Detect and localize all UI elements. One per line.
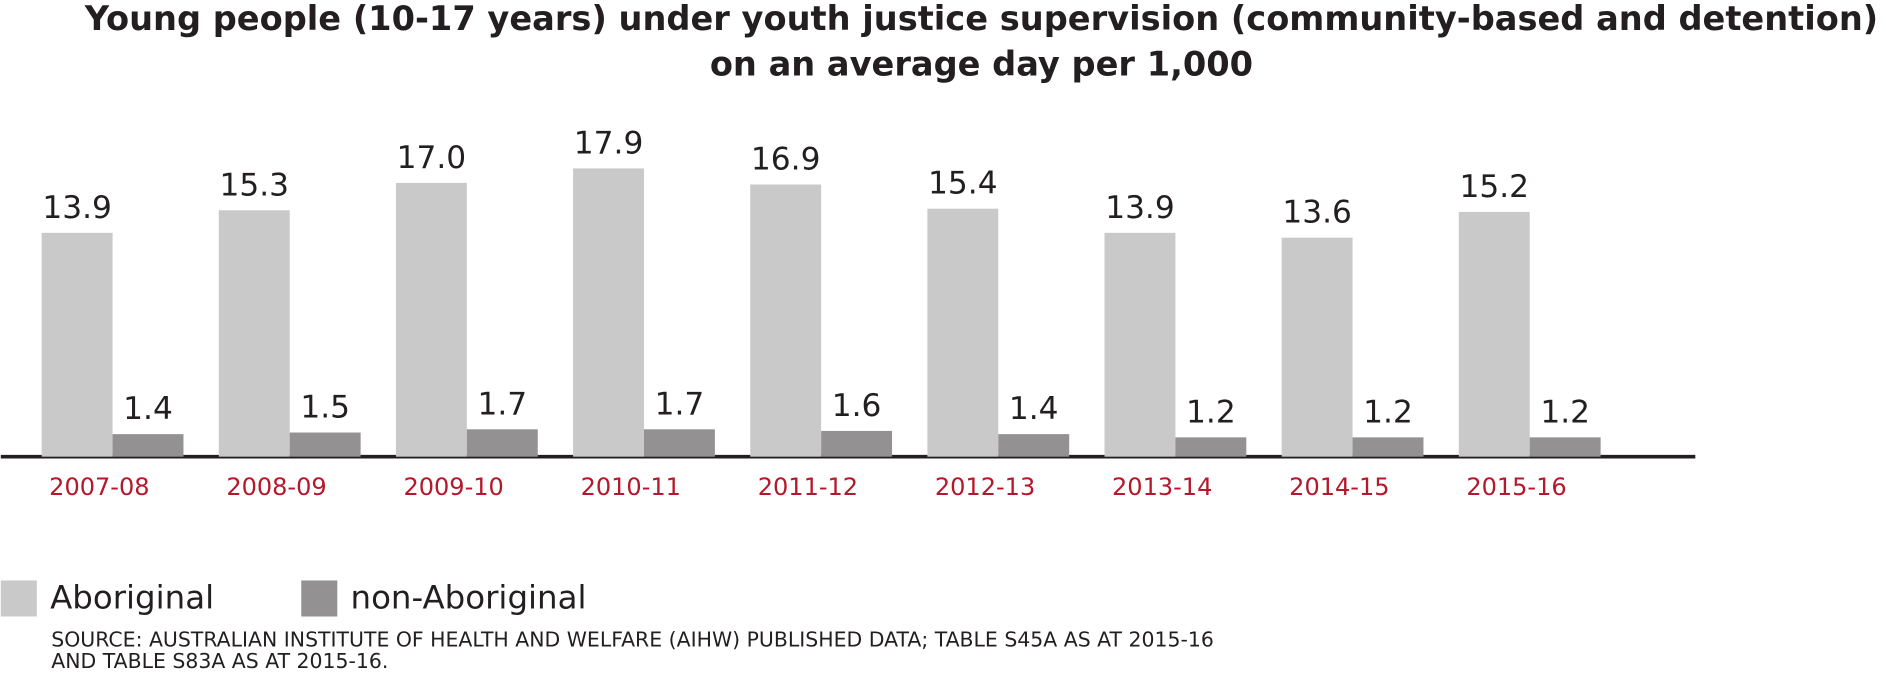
data-label: 17.9: [574, 125, 644, 161]
data-label: 1.6: [832, 388, 882, 424]
data-label: 17.0: [397, 140, 467, 176]
x-tick-label: 2012-13: [935, 473, 1035, 501]
data-label: 15.4: [928, 166, 998, 202]
bar: [41, 232, 113, 457]
chart-title: Young people (10-17 years) under youth j…: [84, 0, 1878, 38]
bar: [1281, 237, 1353, 457]
bar: [643, 429, 715, 457]
bar: [573, 168, 644, 457]
data-label: 1.4: [123, 391, 173, 427]
data-label: 1.2: [1540, 394, 1590, 430]
data-label: 1.2: [1186, 394, 1236, 430]
bar: [750, 184, 822, 457]
data-label: 15.3: [219, 167, 289, 203]
bar: [1175, 437, 1247, 457]
bar: [1104, 232, 1176, 457]
bar: [218, 210, 290, 457]
data-label: 13.9: [1105, 190, 1175, 226]
legend-swatch: [301, 580, 338, 617]
bar: [998, 434, 1070, 457]
x-tick-label: 2015-16: [1466, 473, 1566, 501]
x-tick-label: 2010-11: [581, 473, 681, 501]
bar: [1352, 437, 1424, 457]
legend-swatch: [0, 580, 37, 617]
data-label: 1.7: [655, 386, 705, 422]
x-tick-label: 2009-10: [403, 473, 503, 501]
data-label: 15.2: [1459, 169, 1529, 205]
bar: [1458, 211, 1530, 457]
legend-label: non-Aboriginal: [351, 579, 587, 617]
source-note: SOURCE: AUSTRALIAN INSTITUTE OF HEALTH A…: [51, 628, 1214, 652]
x-tick-label: 2008-09: [226, 473, 326, 501]
x-tick-label: 2014-15: [1289, 473, 1389, 501]
x-tick-label: 2007-08: [49, 473, 149, 501]
x-tick-label: 2011-12: [758, 473, 858, 501]
data-label: 16.9: [751, 141, 821, 177]
bar: [821, 430, 893, 457]
data-label: 1.5: [300, 389, 350, 425]
bar: [1529, 437, 1601, 457]
bar: [395, 182, 467, 457]
bar: [289, 432, 361, 457]
x-tick-label: 2013-14: [1112, 473, 1212, 501]
source-note: AND TABLE S83A AS AT 2015-16.: [51, 649, 388, 673]
data-label: 13.6: [1282, 195, 1352, 231]
legend-label: Aboriginal: [50, 579, 214, 617]
chart-subtitle: on an average day per 1,000: [710, 45, 1253, 84]
bar: [112, 434, 184, 457]
data-label: 1.7: [477, 386, 527, 422]
data-label: 1.4: [1009, 391, 1059, 427]
bar: [466, 429, 538, 457]
data-label: 13.9: [42, 190, 112, 226]
data-label: 1.2: [1363, 394, 1413, 430]
bar: [927, 208, 999, 457]
